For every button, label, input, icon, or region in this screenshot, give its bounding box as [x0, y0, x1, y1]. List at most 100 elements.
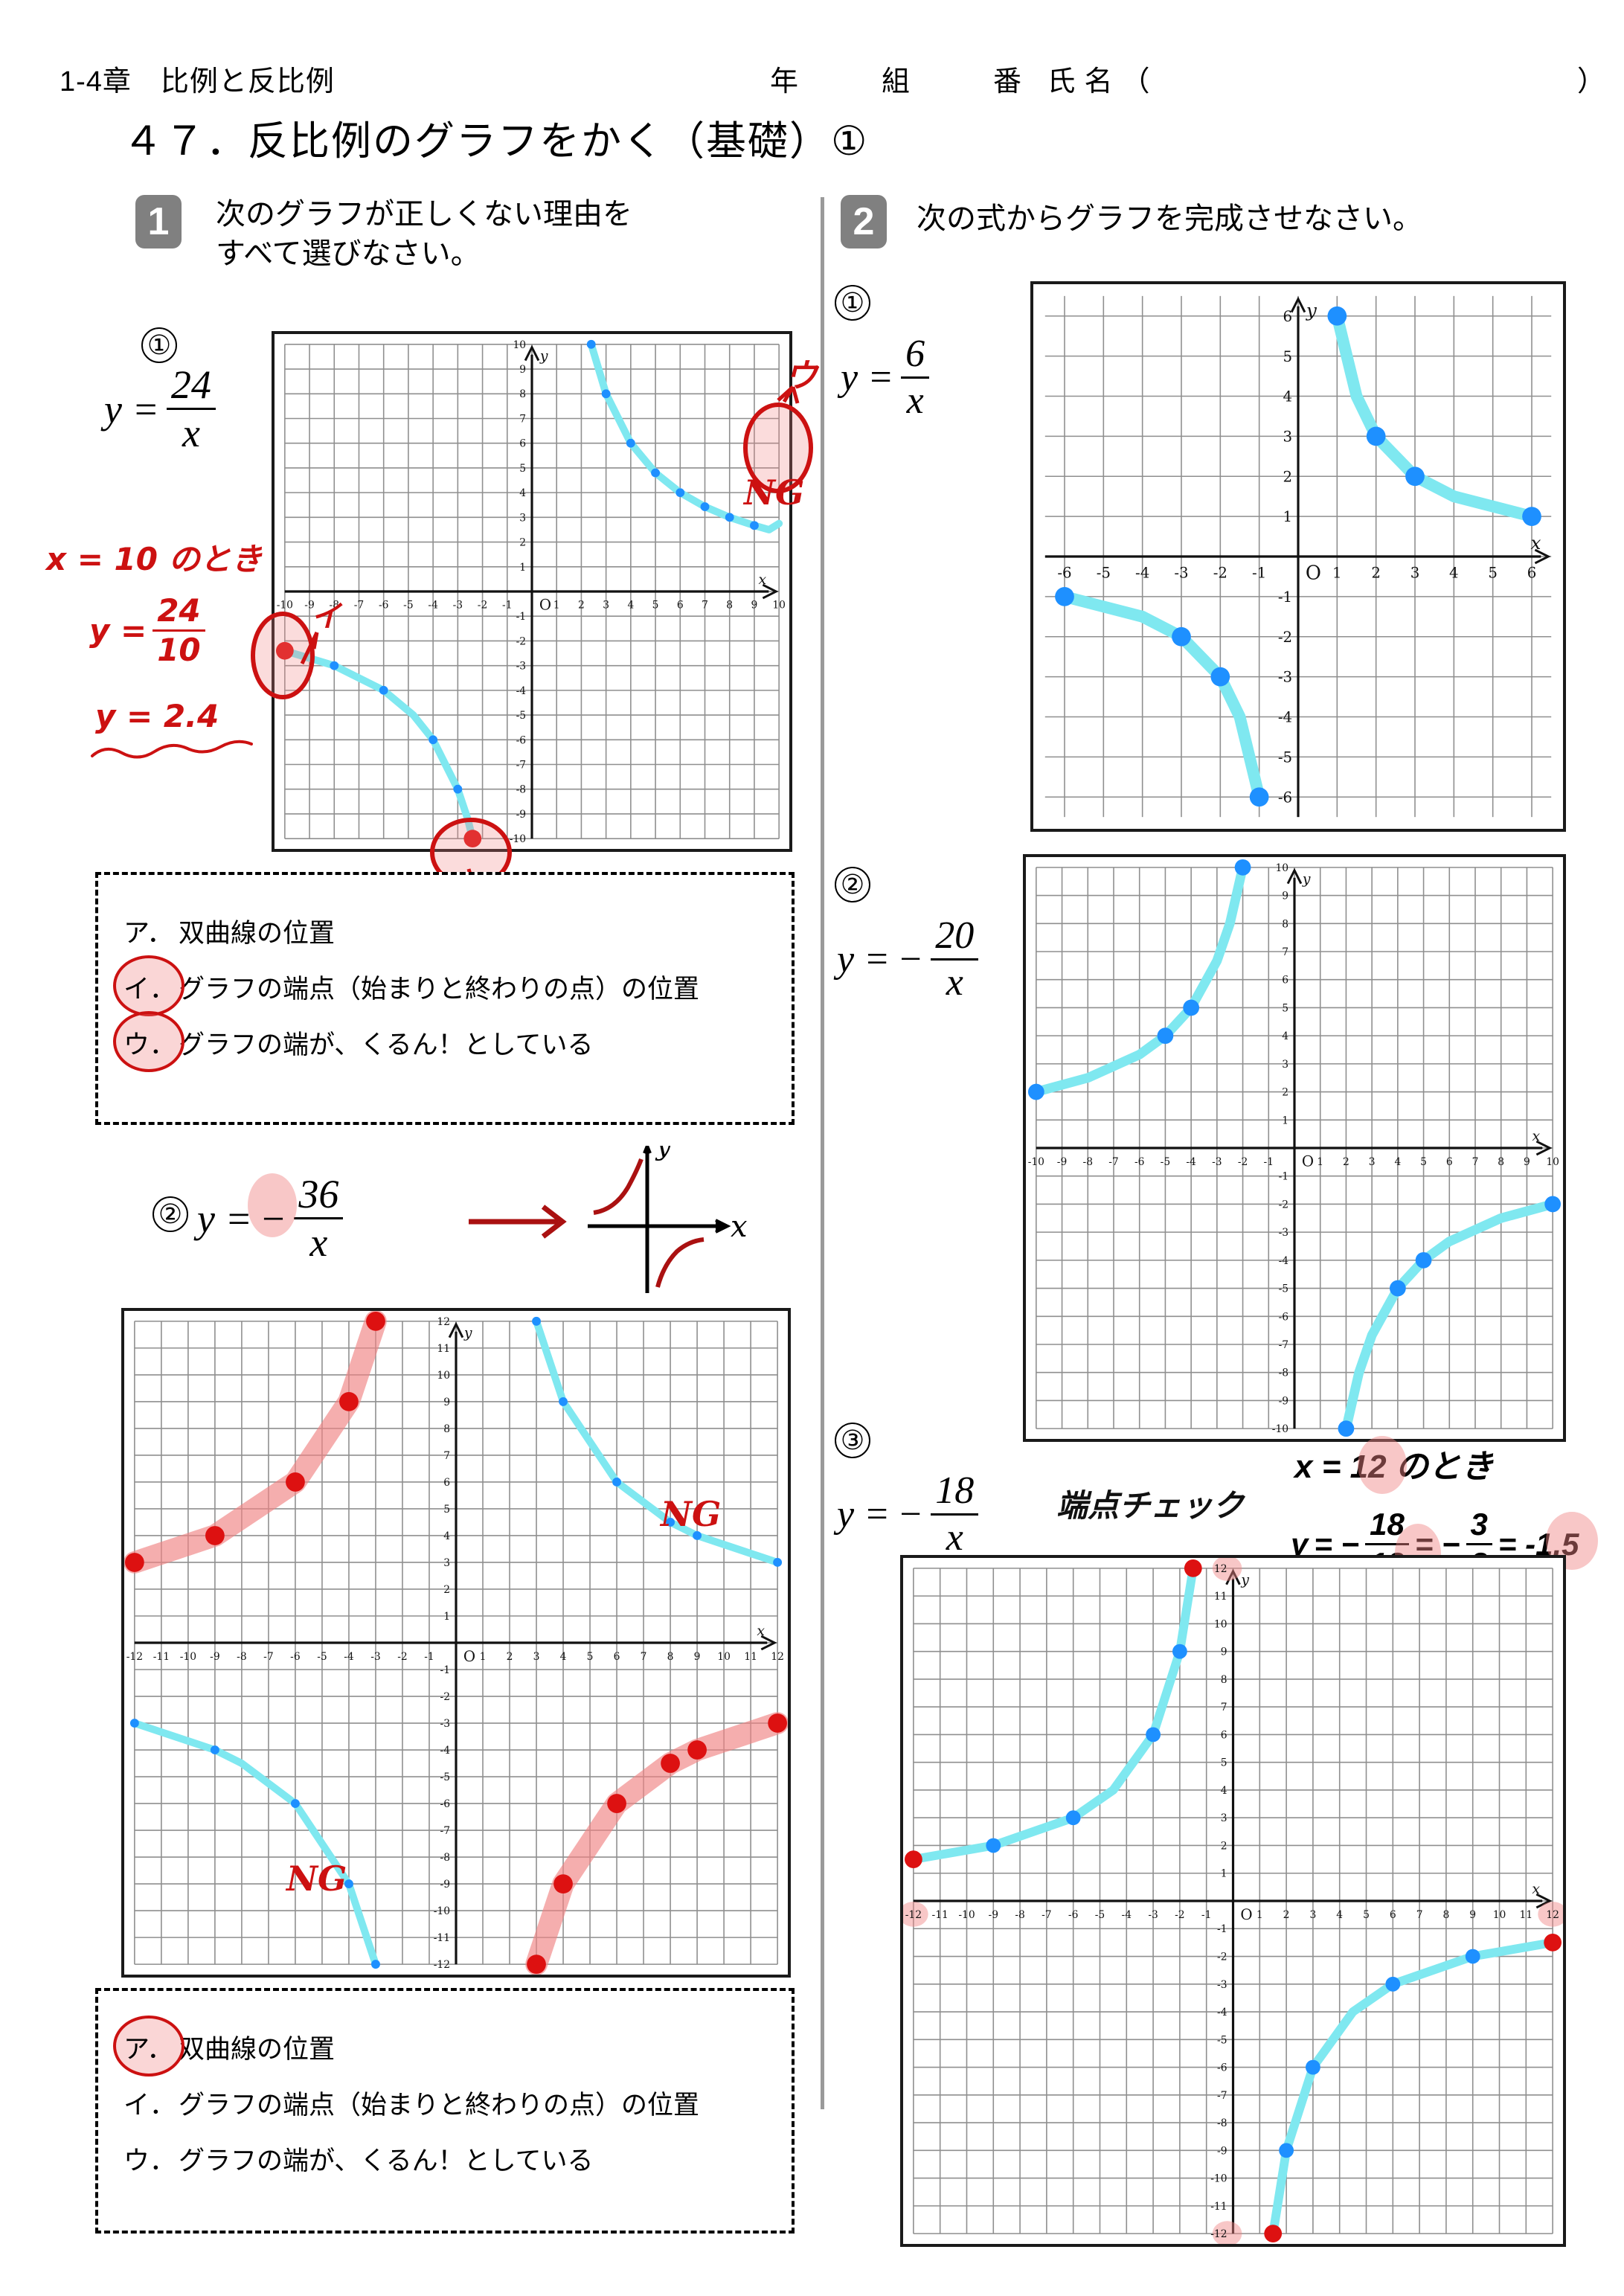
svg-text:8: 8 — [726, 600, 733, 612]
formula-lhs-2: y = — [197, 1196, 252, 1241]
svg-text:5: 5 — [443, 1504, 450, 1516]
svg-text:-8: -8 — [1279, 1367, 1288, 1379]
svg-text:5: 5 — [1420, 1156, 1427, 1168]
handwritten-note-line1: x = 10 のとき — [46, 541, 263, 577]
svg-text:5: 5 — [1282, 1002, 1288, 1014]
choice-a-item1[interactable]: ア． 双曲線の位置 — [123, 912, 766, 950]
svg-text:-1: -1 — [424, 1651, 434, 1663]
svg-text:12: 12 — [771, 1651, 784, 1663]
page-title: ４７．反比例のグラフをかく（基礎）① — [123, 119, 869, 164]
svg-text:5: 5 — [652, 600, 659, 612]
svg-text:-3: -3 — [1217, 1979, 1227, 1991]
svg-text:10: 10 — [772, 600, 786, 612]
svg-text:-6: -6 — [1278, 789, 1292, 806]
svg-text:2: 2 — [519, 537, 526, 549]
graph-problem-2-item-3[interactable]: -12 -11 -10 -9 -8 -7 -6 -5 -4 -3 -2 -1 1 2 3 4 5 6 7 8 9 10 11… — [900, 1555, 1566, 2247]
svg-text:7: 7 — [519, 413, 526, 425]
choice-a-label-item1: ア． — [123, 919, 173, 948]
choice-i-item1[interactable]: イ． グラフの端点（始まりと終わりの点）の位置 — [113, 955, 766, 1016]
svg-text:7: 7 — [1282, 946, 1288, 958]
svg-text:2: 2 — [1283, 1909, 1290, 1921]
choice-u-text-item1: グラフの端が、くるん！としている — [179, 1030, 594, 1059]
svg-text:3: 3 — [443, 1557, 450, 1569]
svg-text:-1: -1 — [1264, 1156, 1274, 1168]
svg-text:1: 1 — [1282, 1115, 1288, 1126]
svg-text:-12: -12 — [434, 1959, 450, 1971]
svg-text:-11: -11 — [434, 1932, 450, 1944]
svg-text:3: 3 — [1369, 1156, 1376, 1168]
svg-text:-9: -9 — [440, 1879, 451, 1891]
sketch-y-arrow-icon — [643, 1146, 652, 1154]
svg-text:-10: -10 — [510, 833, 526, 845]
student-fields[interactable]: 年 組 番 氏名（ — [770, 66, 1159, 97]
svg-text:1: 1 — [553, 600, 560, 612]
svg-text:8: 8 — [443, 1423, 450, 1435]
svg-text:-5: -5 — [1279, 1283, 1288, 1295]
p2-formula-den-1: x — [906, 379, 924, 422]
choice-a-item2[interactable]: ア． 双曲線の位置 — [113, 2016, 766, 2077]
svg-text:1: 1 — [1283, 508, 1293, 525]
svg-text:11: 11 — [1214, 1591, 1227, 1603]
svg-text:2: 2 — [1282, 1087, 1288, 1099]
svg-text:-3: -3 — [1174, 565, 1188, 582]
svg-text:3: 3 — [1309, 1909, 1316, 1921]
graph-problem-2-item-2[interactable]: -10 -9 -8 -7 -6 -5 -4 -3 -2 -1 1 2 3 4 5 6 7 8 9 10 -10 -9 -8 -… — [1023, 854, 1566, 1442]
p2-fraction-bar-2 — [931, 958, 979, 961]
svg-text:-2: -2 — [1213, 565, 1227, 582]
problem-2-badge: 2 — [841, 195, 887, 248]
svg-text:-5: -5 — [317, 1651, 327, 1663]
formula-denominator-2: x — [309, 1220, 328, 1265]
hw-num-3: 3 — [1470, 1507, 1488, 1542]
svg-text:-1: -1 — [1279, 1171, 1288, 1183]
svg-text:-2: -2 — [1175, 1909, 1185, 1921]
svg-text:2: 2 — [1221, 1840, 1227, 1852]
svg-text:7: 7 — [641, 1651, 647, 1663]
svg-text:-10: -10 — [1210, 2173, 1227, 2185]
svg-text:1: 1 — [1256, 1909, 1263, 1921]
svg-text:-11: -11 — [932, 1909, 949, 1921]
choice-u-item1[interactable]: ウ． グラフの端が、くるん！としている — [113, 1011, 766, 1072]
svg-text:8: 8 — [667, 1651, 674, 1663]
problem-2-item-2-number: ② — [835, 867, 870, 902]
red-arrow-head-icon — [541, 1205, 567, 1239]
student-name-close-paren: ） — [1577, 66, 1606, 97]
svg-text:4: 4 — [1394, 1156, 1401, 1168]
svg-text:O: O — [1302, 1153, 1314, 1170]
svg-text:O: O — [463, 1648, 475, 1665]
label-ng-q3-item2: NG — [286, 1859, 347, 1899]
choice-u-label-item2: ウ． — [123, 2146, 176, 2175]
svg-text:-12: -12 — [126, 1651, 143, 1663]
choice-i-text-item1: グラフの端点（始まりと終わりの点）の位置 — [179, 975, 700, 1004]
choice-u-item2[interactable]: ウ． グラフの端が、くるん！としている — [123, 2140, 766, 2178]
choice-u-text-item2: グラフの端が、くるん！としている — [179, 2146, 594, 2175]
problem-1-item-1-number: ① — [141, 327, 177, 363]
handwritten-note-line3: y = 2.4 — [95, 698, 219, 734]
svg-text:-4: -4 — [1278, 709, 1292, 726]
choice-a-label-item2: ア． — [123, 2035, 173, 2064]
svg-text:2: 2 — [443, 1584, 450, 1596]
choice-a-text-item1: 双曲線の位置 — [179, 919, 336, 948]
svg-text:-7: -7 — [354, 600, 364, 612]
p2-formula-den-3: x — [946, 1516, 963, 1559]
svg-text:1: 1 — [443, 1611, 450, 1623]
svg-text:5: 5 — [1363, 1909, 1370, 1921]
svg-text:3: 3 — [1283, 429, 1293, 446]
svg-text:7: 7 — [702, 600, 708, 612]
graph-svg-1-1: -10 -9 -8 -7 -6 -5 -4 -3 -2 -1 1 2 3 4 5 6 7 8 9 10 -10 -9 -8 -… — [275, 339, 786, 848]
svg-text:-6: -6 — [290, 1651, 301, 1663]
svg-text:7: 7 — [1416, 1909, 1423, 1921]
choice-u-label-item1: ウ． — [123, 1030, 176, 1059]
svg-text:y: y — [539, 349, 548, 365]
svg-text:10: 10 — [1546, 1156, 1559, 1168]
svg-text:9: 9 — [1524, 1156, 1530, 1168]
hw-num-18: 18 — [1370, 1507, 1405, 1542]
svg-text:-10: -10 — [277, 600, 293, 612]
underline-squiggle-icon — [91, 740, 253, 759]
choice-i-item2[interactable]: イ． グラフの端点（始まりと終わりの点）の位置 — [123, 2084, 766, 2122]
svg-text:3: 3 — [1410, 565, 1420, 582]
svg-text:5: 5 — [587, 1651, 594, 1663]
svg-text:-7: -7 — [440, 1825, 451, 1837]
page-header: 1-4章 比例と反比例 年 組 番 氏名（ ） — [60, 58, 1605, 97]
svg-text:4: 4 — [627, 600, 634, 612]
